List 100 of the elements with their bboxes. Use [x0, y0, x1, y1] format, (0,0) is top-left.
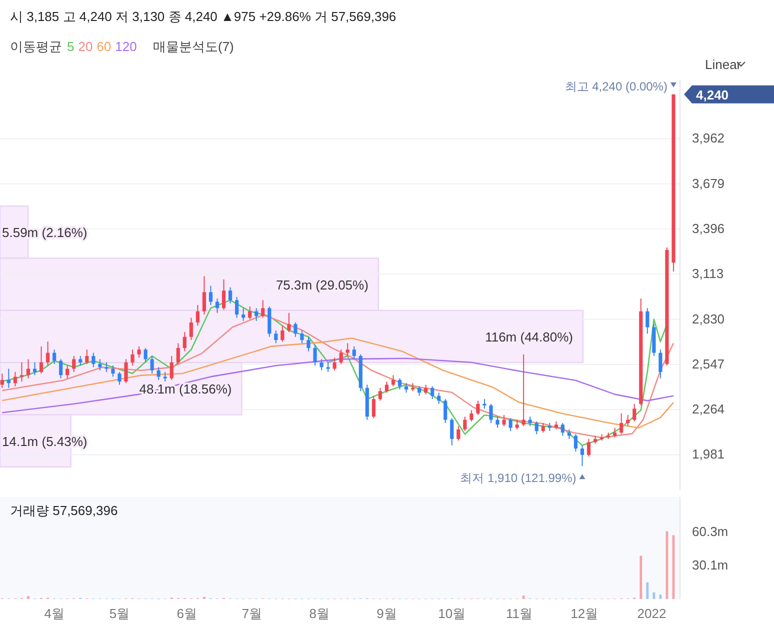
- x-tick-label: 11월: [506, 606, 532, 621]
- candlestick: [196, 304, 200, 326]
- candlestick: [98, 358, 102, 371]
- text: 거래량 57,569,396: [10, 503, 118, 518]
- candlestick: [444, 398, 448, 424]
- candlestick: [613, 427, 617, 438]
- candlestick: [456, 426, 460, 442]
- candlestick: [528, 416, 532, 427]
- candlestick: [384, 381, 389, 394]
- candlestick: [13, 371, 18, 387]
- y-tick-label: 3,396: [692, 221, 725, 236]
- candlestick: [586, 438, 591, 457]
- candlestick: [104, 362, 108, 372]
- candlestick: [313, 344, 317, 366]
- bar: [659, 594, 662, 599]
- candlestick: [52, 349, 56, 364]
- candlestick: [189, 317, 193, 341]
- x-tick-label: 5월: [109, 606, 130, 621]
- legend-title: 이동평균: [10, 39, 62, 54]
- bar: [640, 556, 642, 599]
- candlestick: [176, 342, 180, 364]
- candlestick: [46, 341, 50, 366]
- candlestick: [6, 368, 10, 388]
- candlestick: [632, 403, 636, 422]
- candlestick: [248, 306, 252, 320]
- candlestick: [372, 395, 376, 419]
- candlestick: [111, 365, 115, 378]
- candlestick: [306, 336, 310, 352]
- candlestick: [254, 308, 258, 322]
- y-tick-label: 3,962: [692, 130, 725, 146]
- candlestick: [450, 418, 454, 446]
- candlestick: [346, 342, 350, 356]
- candlestick: [20, 362, 24, 382]
- candlestick: [242, 308, 246, 322]
- y-tick-label: 30.1m: [692, 558, 728, 573]
- candlestick: [470, 410, 474, 422]
- candlestick: [124, 358, 128, 384]
- candlestick: [66, 365, 70, 379]
- candlestick: [300, 330, 304, 344]
- candlestick: [228, 286, 232, 304]
- candlestick: [130, 349, 134, 366]
- x-tick-label: 8월: [309, 606, 330, 621]
- candlestick: [170, 355, 174, 380]
- candlestick: [59, 358, 63, 379]
- x-tick-label: 12월: [570, 606, 598, 621]
- candlestick: [430, 386, 434, 400]
- candlestick: [391, 374, 396, 387]
- candlestick: [476, 400, 480, 416]
- x-tick-label: 9월: [376, 606, 397, 621]
- candlestick: [280, 325, 284, 342]
- bar: [652, 592, 656, 599]
- candlestick: [163, 371, 167, 382]
- candlestick: [378, 387, 382, 402]
- candlestick: [541, 422, 545, 434]
- candlestick: [85, 349, 89, 364]
- candlestick: [202, 276, 206, 316]
- y-tick-label: 1,981: [692, 446, 725, 462]
- x-tick-label: 10월: [438, 606, 466, 621]
- text: 매물분석도(7): [153, 39, 234, 54]
- candlestick: [320, 358, 324, 371]
- candlestick: [404, 382, 408, 394]
- candlestick: [352, 346, 356, 360]
- candlestick: [626, 414, 630, 427]
- candlestick: [332, 357, 336, 371]
- x-tick-label: 6월: [176, 606, 197, 621]
- y-tick-label: 60.3m: [692, 524, 728, 540]
- candlestick: [261, 300, 265, 318]
- candlestick: [208, 285, 213, 306]
- x-tick-label: 2022: [637, 606, 666, 621]
- candlestick: [0, 373, 4, 388]
- x-tick-label: 4월: [44, 606, 64, 621]
- candlestick: [274, 330, 278, 344]
- x-tick-label: 7월: [242, 606, 262, 621]
- candlestick: [424, 384, 428, 395]
- text: 60: [96, 39, 112, 54]
- candlestick: [646, 308, 650, 334]
- candlestick: [489, 403, 493, 424]
- candlestick: [508, 418, 512, 432]
- data-label: 5.59m (2.16%): [2, 225, 88, 240]
- y-tick-label: 3,679: [692, 176, 725, 191]
- candlestick: [417, 386, 422, 396]
- candlestick: [72, 355, 76, 372]
- candlestick: [574, 434, 578, 452]
- candlestick: [32, 362, 37, 376]
- annotation: 최저 1,910 (121.99%): [460, 471, 576, 486]
- y-tick-label: 2,830: [692, 311, 725, 326]
- y-tick-label: 2,547: [692, 356, 725, 372]
- candlestick: [215, 298, 220, 314]
- candlestick: [398, 378, 402, 390]
- candlestick: [496, 416, 500, 428]
- bar: [646, 582, 649, 599]
- candlestick: [182, 332, 186, 352]
- candlestick: [235, 296, 239, 318]
- candlestick: [118, 371, 122, 386]
- bar: [27, 596, 30, 599]
- candlestick: [515, 419, 519, 430]
- candlestick: [26, 358, 30, 379]
- candlestick: [92, 352, 96, 368]
- text: 120: [115, 39, 137, 54]
- candlestick: [560, 422, 564, 436]
